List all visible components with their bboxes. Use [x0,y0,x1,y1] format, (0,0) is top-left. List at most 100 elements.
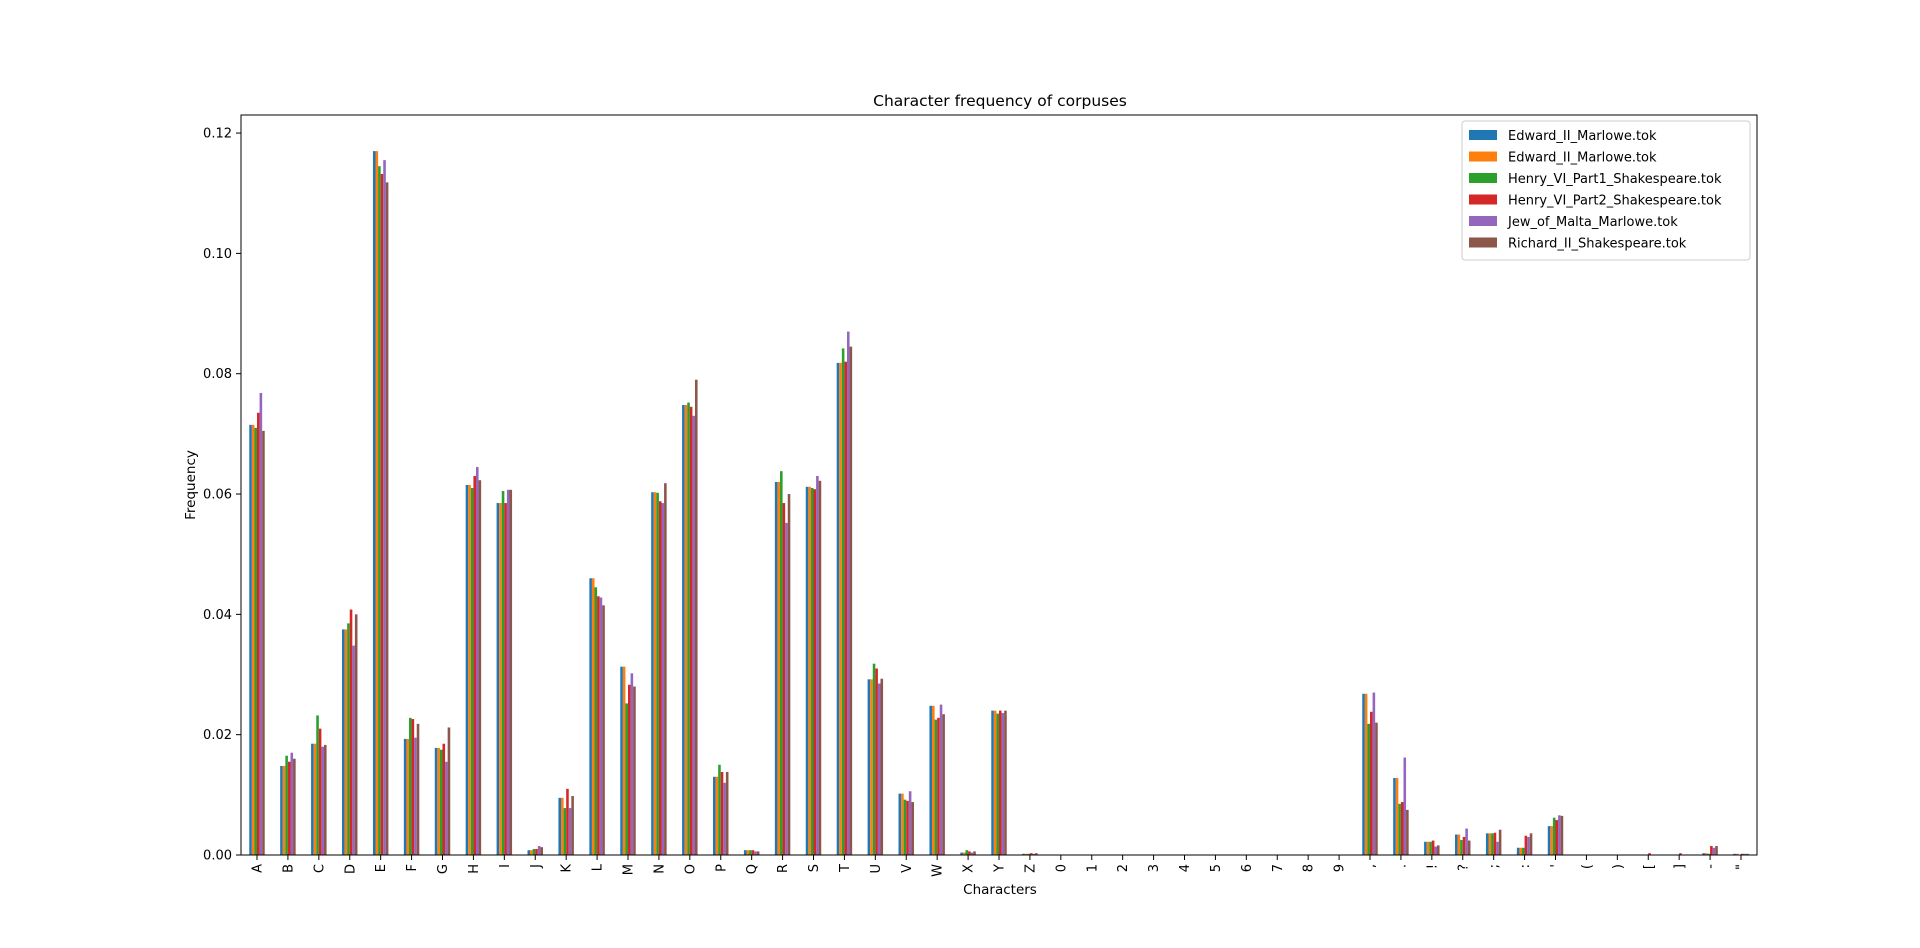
bar [875,668,878,855]
bar [1527,836,1530,855]
y-tick-label: 0.06 [203,488,232,503]
bar [939,704,943,855]
bar [1022,853,1025,855]
legend-swatch [1469,237,1497,248]
bar [653,492,657,855]
bar [1436,845,1440,855]
bar [1707,853,1711,855]
y-tick-label: 0.08 [203,367,232,382]
bar [1375,722,1378,855]
bar [434,747,438,855]
bar [439,749,443,855]
x-tick-label: ! [1425,864,1440,869]
bar [1558,815,1561,855]
y-tick-label: 0.12 [203,127,232,142]
bar [1519,847,1523,855]
bar [970,852,974,855]
x-tick-label: R [776,864,791,873]
bar [1743,853,1747,855]
bar [1465,828,1468,855]
bar [1733,853,1736,855]
bar [591,578,595,855]
y-tick-label: 0.04 [203,608,232,623]
bar [563,808,567,855]
bar [934,719,938,855]
bar [372,151,376,856]
bar [1560,815,1564,855]
y-tick-label: 0.02 [203,728,232,743]
bar [380,173,384,855]
bar [849,346,853,855]
x-tick-label: 8 [1302,864,1317,872]
bar [844,361,847,855]
x-tick-label: W [931,864,946,877]
legend-label: Henry_VI_Part2_Shakespeare.tok [1508,194,1722,209]
bar [1367,723,1370,855]
bar [478,480,482,855]
bar [1372,692,1376,855]
bar [1029,853,1033,855]
bar [993,710,997,855]
x-tick-label: S [807,864,822,872]
bar [352,645,355,855]
x-tick-label: I [498,864,513,868]
x-tick-label: P [714,864,729,872]
bar [1398,803,1401,855]
bar [509,489,513,855]
bar [1424,841,1427,855]
bar [411,719,415,855]
bar [718,764,721,855]
bar [658,501,662,855]
bar [558,797,562,855]
bar [661,503,665,855]
x-tick-label: ' [1549,864,1564,868]
bar [908,791,912,855]
bar [1746,853,1749,855]
bar [774,481,778,855]
bar [1524,835,1528,855]
bar [1555,820,1559,855]
bar [808,486,811,855]
bar [715,776,719,855]
x-tick-label: 0 [1054,864,1069,872]
bar [1648,853,1651,855]
x-tick-label: V [900,864,915,873]
bar [344,629,348,855]
x-tick-label: ] [1673,864,1688,869]
bar [818,480,822,855]
bar [1426,841,1430,855]
x-tick-label: " [1735,864,1750,870]
bar [723,782,726,855]
bar [532,848,536,855]
bar [282,765,286,855]
bar [442,743,446,855]
bar [506,489,510,855]
bar [777,481,781,855]
bar [249,424,252,855]
bar [713,776,716,855]
bar [375,151,379,856]
x-tick-label: O [683,864,698,874]
bar [499,503,502,855]
bar [1488,833,1492,855]
bar [597,596,600,855]
bar [1702,853,1705,855]
bar [406,738,410,855]
bar [937,717,940,855]
bar [689,406,693,855]
x-tick-label: 1 [1085,864,1100,872]
x-tick-label: M [622,864,637,875]
bar [589,578,592,855]
bar [743,850,747,855]
bar [385,182,389,855]
bar [465,485,469,855]
y-tick-label: 0.10 [203,247,232,262]
bar [962,852,966,855]
bar [756,851,760,855]
bar [1460,839,1463,855]
bar [867,679,871,855]
bar [1547,826,1551,855]
x-tick-label: U [869,864,884,874]
legend-swatch [1469,130,1497,140]
